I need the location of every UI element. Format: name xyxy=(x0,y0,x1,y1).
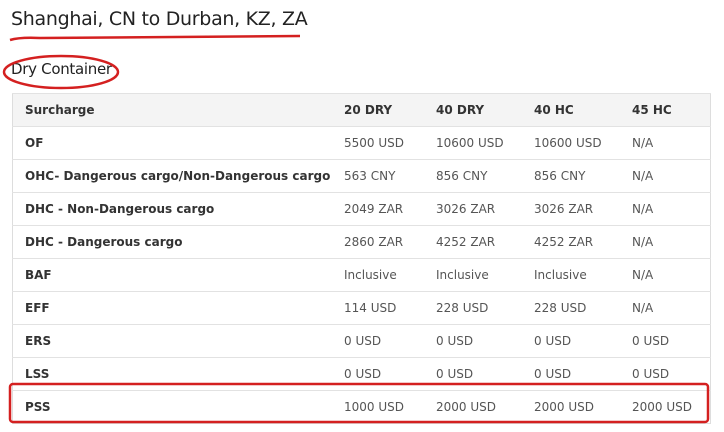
table-row: ERS 0 USD 0 USD 0 USD 0 USD xyxy=(12,324,711,358)
table-row: OHC- Dangerous cargo/Non-Dangerous cargo… xyxy=(12,159,711,193)
surcharge-value: N/A xyxy=(632,291,711,325)
surcharge-name: LSS xyxy=(12,357,344,391)
table-row: DHC - Dangerous cargo 2860 ZAR 4252 ZAR 425… xyxy=(12,225,711,259)
surcharge-value: 10600 USD xyxy=(436,126,534,160)
table-row: LSS 0 USD 0 USD 0 USD 0 USD xyxy=(12,357,711,391)
surcharge-value: 4252 ZAR xyxy=(436,225,534,259)
table-row: PSS 1000 USD 2000 USD 2000 USD 2000 USD xyxy=(12,390,711,424)
surcharge-value: Inclusive xyxy=(436,258,534,292)
surcharge-value: 0 USD xyxy=(344,324,436,358)
surcharge-value: 0 USD xyxy=(436,324,534,358)
col-header-40dry: 40 DRY xyxy=(436,93,534,127)
col-header-45hc: 45 HC xyxy=(632,93,711,127)
surcharge-name: EFF xyxy=(12,291,344,325)
surcharge-value: N/A xyxy=(632,258,711,292)
surcharge-value: 2000 USD xyxy=(632,390,711,424)
route-title: Shanghai, CN to Durban, KZ, ZA xyxy=(11,8,308,30)
surcharge-value: 2000 USD xyxy=(534,390,632,424)
surcharge-value: 4252 ZAR xyxy=(534,225,632,259)
surcharge-value: 228 USD xyxy=(534,291,632,325)
surcharge-value: N/A xyxy=(632,159,711,193)
col-header-20dry: 20 DRY xyxy=(344,93,436,127)
surcharge-value: Inclusive xyxy=(534,258,632,292)
surcharge-value: 3026 ZAR xyxy=(436,192,534,226)
surcharge-name: ERS xyxy=(12,324,344,358)
surcharge-name: PSS xyxy=(12,390,344,424)
surcharge-value: 0 USD xyxy=(436,357,534,391)
surcharge-value: 2860 ZAR xyxy=(344,225,436,259)
table-row: EFF 114 USD 228 USD 228 USD N/A xyxy=(12,291,711,325)
surcharge-value: 3026 ZAR xyxy=(534,192,632,226)
table-header-row: Surcharge 20 DRY 40 DRY 40 HC 45 HC xyxy=(12,93,711,127)
surcharge-value: N/A xyxy=(632,126,711,160)
surcharge-value: 0 USD xyxy=(632,357,711,391)
surcharge-value: 1000 USD xyxy=(344,390,436,424)
surcharge-value: 563 CNY xyxy=(344,159,436,193)
table-row: DHC - Non-Dangerous cargo 2049 ZAR 3026 ZA… xyxy=(12,192,711,226)
surcharge-value: 10600 USD xyxy=(534,126,632,160)
surcharge-value: 2000 USD xyxy=(436,390,534,424)
surcharge-value: 856 CNY xyxy=(534,159,632,193)
surcharge-value: 114 USD xyxy=(344,291,436,325)
surcharge-name: OHC- Dangerous cargo/Non-Dangerous cargo xyxy=(12,159,344,193)
surcharge-value: 0 USD xyxy=(344,357,436,391)
surcharge-value: 228 USD xyxy=(436,291,534,325)
surcharge-name: OF xyxy=(12,126,344,160)
surcharge-value: 856 CNY xyxy=(436,159,534,193)
title-underline-annotation xyxy=(9,34,301,42)
col-header-40hc: 40 HC xyxy=(534,93,632,127)
surcharge-table: Surcharge 20 DRY 40 DRY 40 HC 45 HC OF 55… xyxy=(12,93,711,424)
surcharge-value: N/A xyxy=(632,192,711,226)
surcharge-value: N/A xyxy=(632,225,711,259)
surcharge-value: 5500 USD xyxy=(344,126,436,160)
table-row: OF 5500 USD 10600 USD 10600 USD N/A xyxy=(12,126,711,160)
surcharge-value: 0 USD xyxy=(632,324,711,358)
surcharge-name: DHC - Non-Dangerous cargo xyxy=(12,192,344,226)
surcharge-value: 2049 ZAR xyxy=(344,192,436,226)
container-type-heading: Dry Container xyxy=(11,60,112,78)
surcharge-name: DHC - Dangerous cargo xyxy=(12,225,344,259)
table-row: BAF Inclusive Inclusive Inclusive N/A xyxy=(12,258,711,292)
surcharge-name: BAF xyxy=(12,258,344,292)
surcharge-value: 0 USD xyxy=(534,324,632,358)
col-header-surcharge: Surcharge xyxy=(12,93,344,127)
surcharge-value: Inclusive xyxy=(344,258,436,292)
surcharge-value: 0 USD xyxy=(534,357,632,391)
